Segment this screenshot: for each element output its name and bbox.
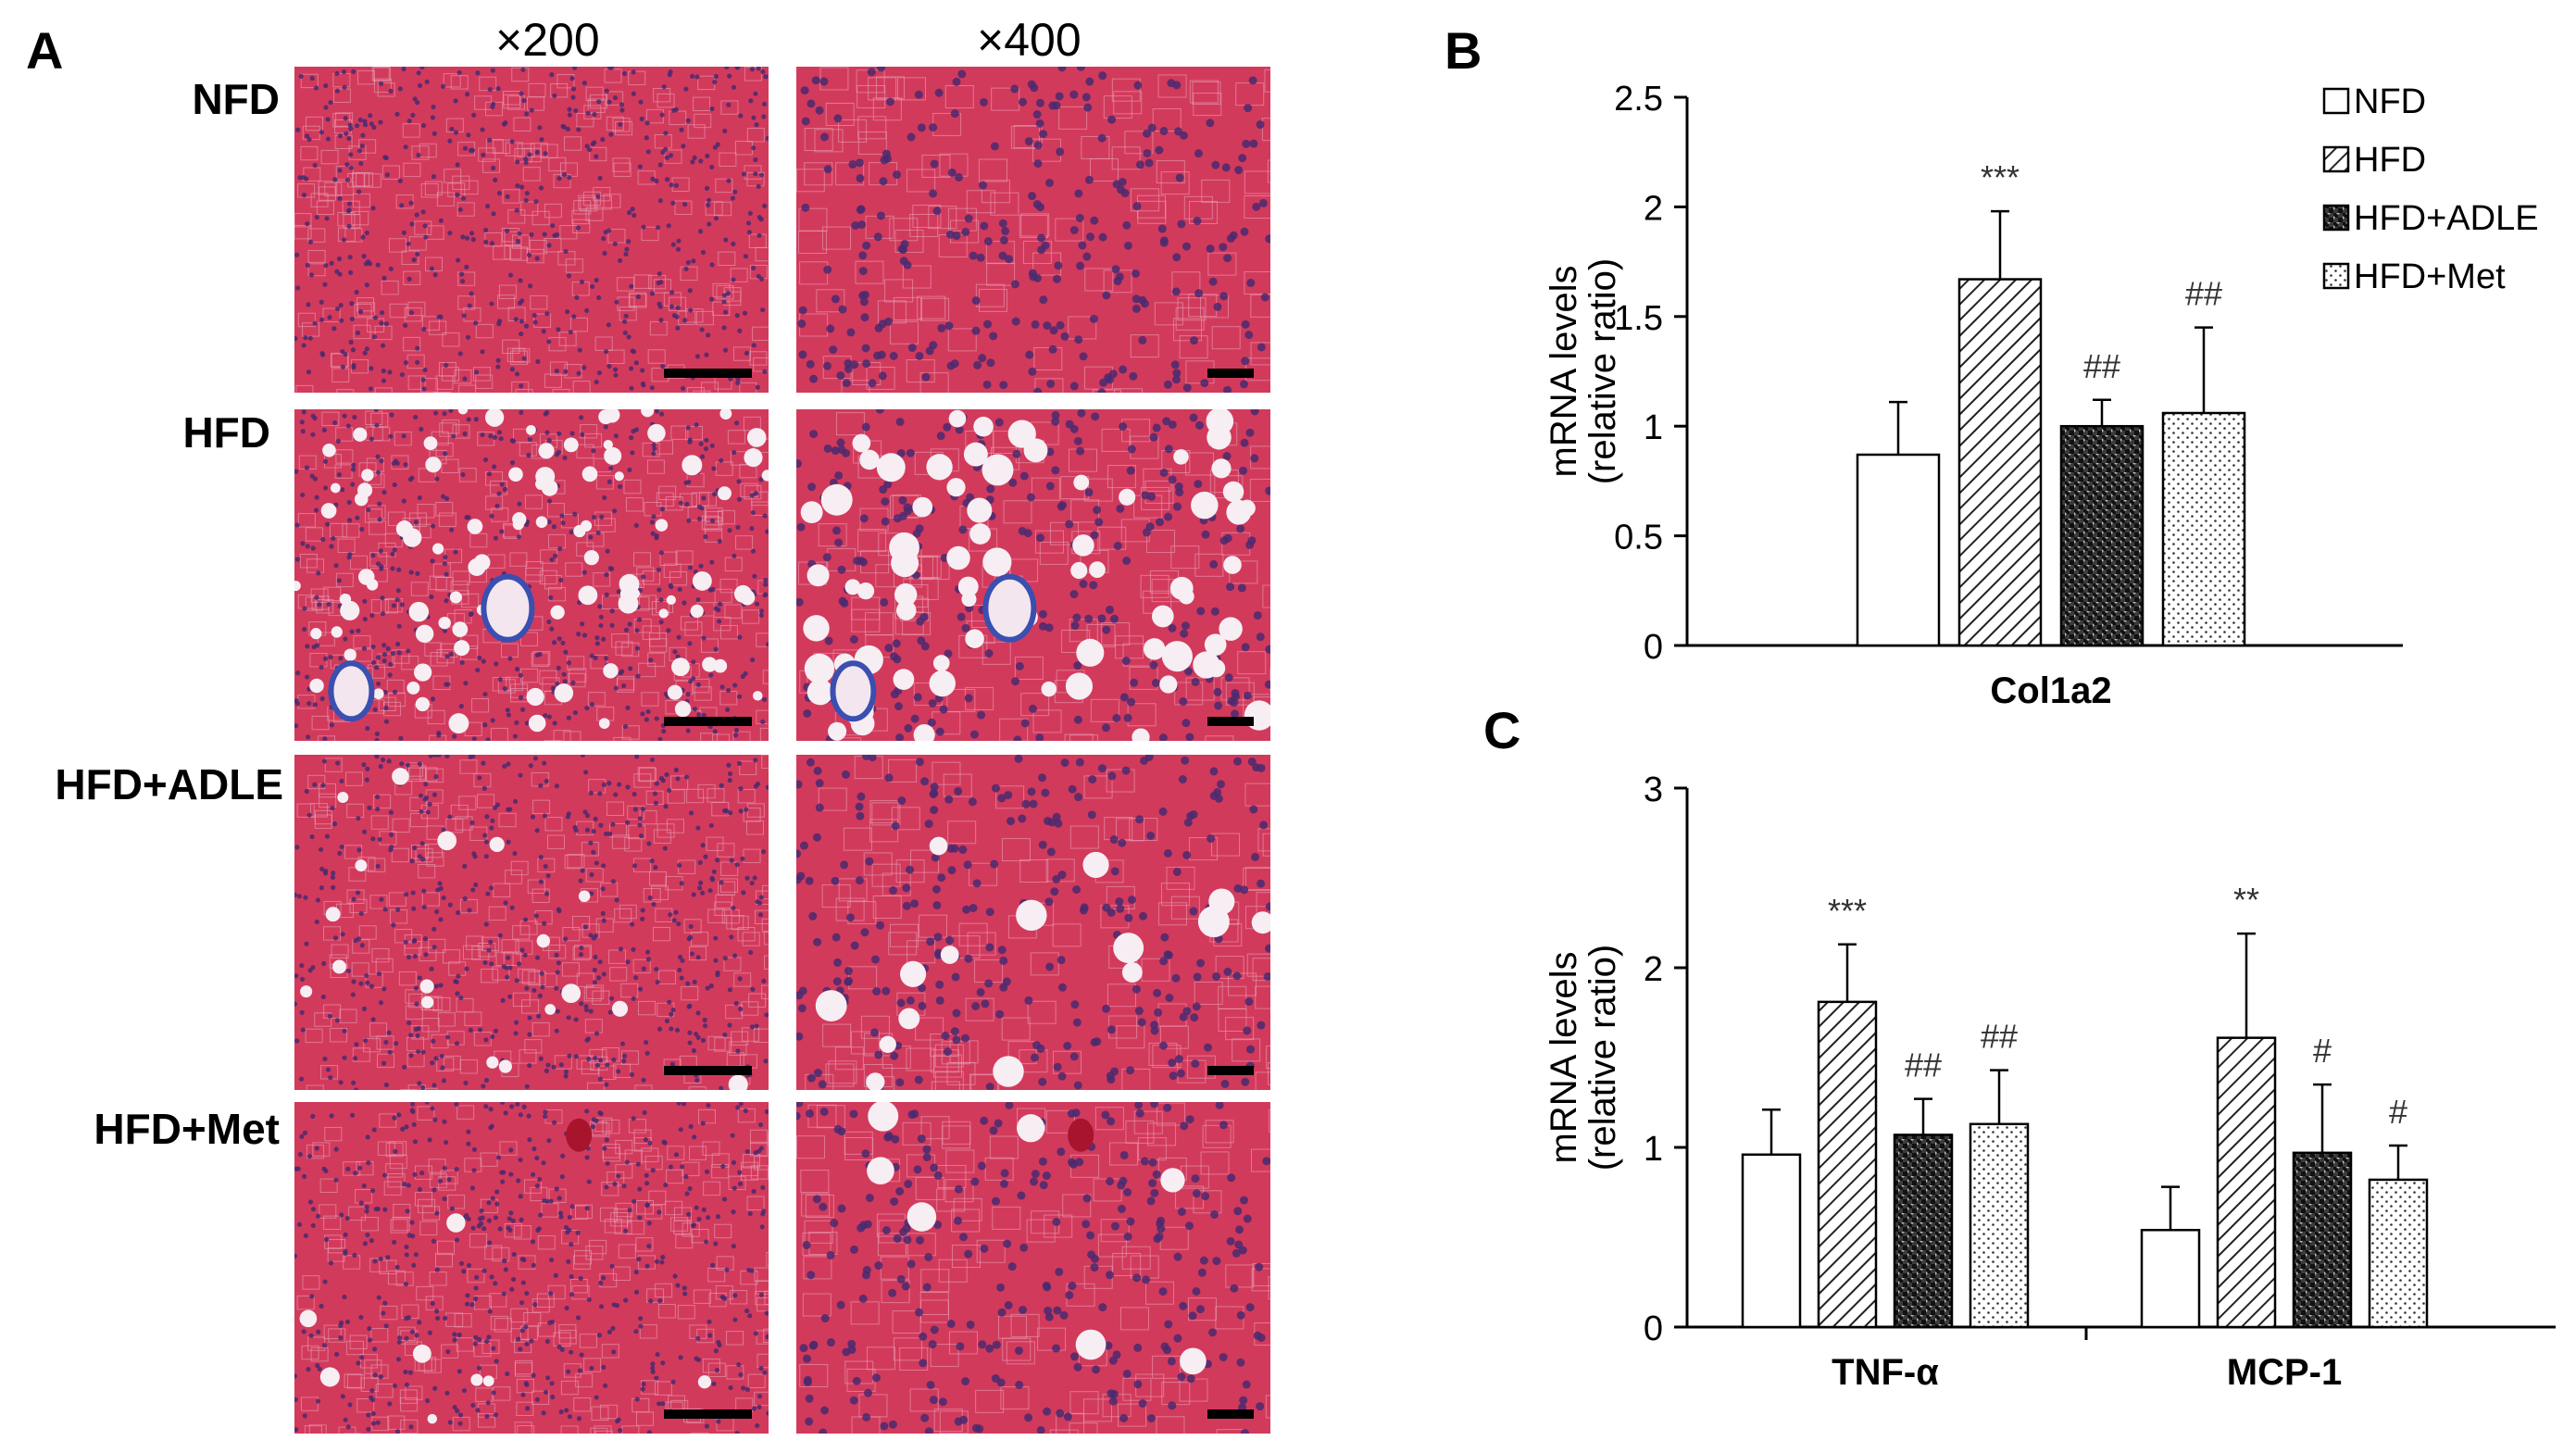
chart-c-significance-label: ##	[1905, 1046, 1942, 1084]
chart-c-y-tick-label: 2	[1644, 950, 1663, 989]
chart-c-bar-hfd-met-1	[2370, 1180, 2427, 1327]
chart-c-bar-hfd-0	[1819, 1002, 1876, 1327]
chart-c-bar-nfd-0	[1743, 1155, 1800, 1327]
chart-c-category-label: TNF-α	[1832, 1352, 1939, 1393]
chart-c-significance-label: **	[2233, 881, 2259, 919]
chart-c-bar-hfd-adle-0	[1894, 1134, 1952, 1327]
chart-c-y-tick-label: 3	[1644, 770, 1663, 809]
chart-c-bar-hfd-met-0	[1970, 1124, 2028, 1327]
chart-c-bar-hfd-1	[2218, 1038, 2275, 1327]
chart-c-y-tick-label: 1	[1644, 1130, 1663, 1169]
chart-c-y-axis-label: (relative ratio)	[1582, 945, 1623, 1171]
chart-c-bar-hfd-adle-1	[2294, 1153, 2351, 1327]
chart-c-y-axis-label: mRNA levels	[1544, 952, 1584, 1164]
chart-c-significance-label: ***	[1828, 892, 1867, 930]
chart-c-category-label: MCP-1	[2227, 1352, 2342, 1393]
chart-c-significance-label: #	[2389, 1093, 2407, 1131]
chart-c-significance-label: #	[2313, 1032, 2332, 1070]
chart-c-significance-label: ##	[1981, 1018, 2018, 1056]
chart-c-y-tick-label: 0	[1644, 1309, 1663, 1348]
chart-c-bar-nfd-1	[2142, 1230, 2199, 1327]
